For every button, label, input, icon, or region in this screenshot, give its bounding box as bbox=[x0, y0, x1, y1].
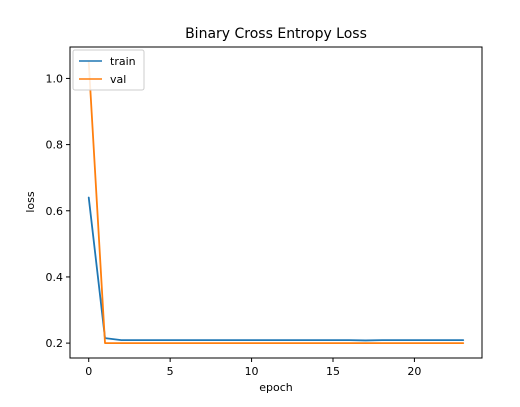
x-axis-ticks: 0 5 10 15 20 bbox=[85, 358, 421, 378]
y-tick-label: 1.0 bbox=[46, 72, 64, 85]
x-tick-label: 0 bbox=[85, 365, 92, 378]
legend: train val bbox=[72, 49, 145, 91]
y-tick-label: 0.6 bbox=[46, 205, 64, 218]
x-tick-label: 20 bbox=[407, 365, 421, 378]
series-train-line bbox=[87, 196, 465, 342]
series-lines bbox=[87, 60, 465, 345]
x-tick-label: 15 bbox=[326, 365, 340, 378]
y-tick-label: 0.8 bbox=[46, 139, 64, 152]
x-tick-label: 5 bbox=[167, 365, 174, 378]
y-axis-label: loss bbox=[24, 191, 37, 213]
y-axis-ticks: 0.2 0.4 0.6 0.8 1.0 bbox=[46, 72, 70, 350]
series-val-line bbox=[87, 60, 465, 345]
chart-title: Binary Cross Entropy Loss bbox=[185, 26, 367, 42]
y-tick-label: 0.2 bbox=[46, 337, 64, 350]
legend-train-label: train bbox=[110, 55, 136, 68]
legend-box bbox=[72, 49, 145, 91]
plot-area-frame bbox=[69, 46, 483, 359]
y-tick-label: 0.4 bbox=[46, 271, 64, 284]
legend-val-label: val bbox=[110, 73, 126, 86]
x-axis-label: epoch bbox=[259, 381, 293, 394]
x-tick-label: 10 bbox=[245, 365, 259, 378]
